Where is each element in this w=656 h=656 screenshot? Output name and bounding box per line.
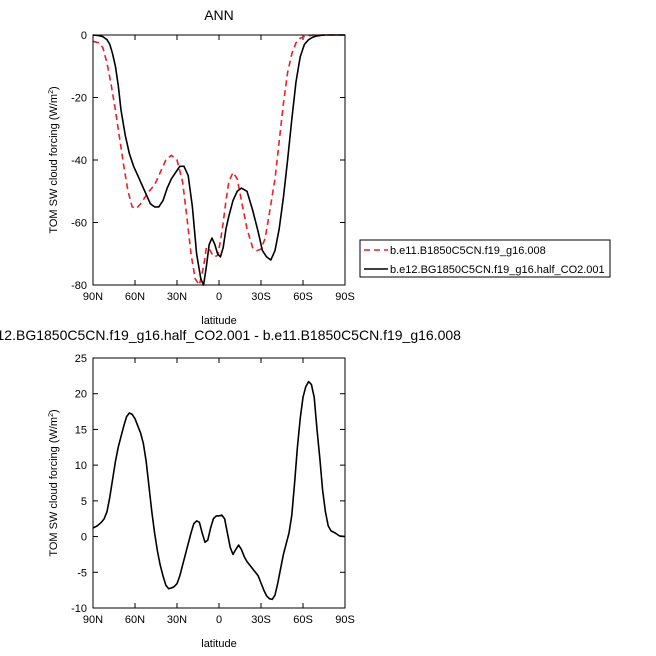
bottom-tick-marks	[92, 357, 346, 609]
top-y-tick-label: -40	[71, 155, 87, 167]
top-x-tick-label: 90S	[335, 291, 355, 303]
bottom-panel: b.e12.BG1850C5CN.f19_g16.half_CO2.001 - …	[0, 327, 461, 650]
top-y-axis-label: TOM SW cloud forcing (W/m2)	[48, 86, 60, 233]
bottom-x-tick-label: 30S	[251, 614, 271, 626]
bottom-x-tick-labels: 90N 60N 30N 0 30S 60S 90S	[83, 614, 355, 626]
top-series-lines	[92, 34, 345, 286]
top-x-axis-label: latitude	[201, 315, 236, 327]
legend-box	[359, 239, 611, 278]
bottom-x-tick-label: 60N	[125, 614, 145, 626]
bottom-x-tick-label: 30N	[167, 614, 187, 626]
bottom-y-tick-label: 0	[81, 532, 87, 544]
top-y-tick-label: 0	[81, 30, 87, 42]
bottom-y-tick-label: 10	[75, 460, 87, 472]
top-y-tick-label: -20	[71, 93, 87, 105]
bottom-x-tick-label: 90S	[335, 614, 355, 626]
top-series-line-1	[92, 34, 345, 286]
bottom-y-tick-label: -5	[77, 567, 87, 579]
bottom-x-tick-label: 90N	[83, 614, 103, 626]
top-x-tick-label: 60S	[293, 291, 313, 303]
bottom-y-axis-label-close: )	[48, 409, 60, 413]
top-plot-frame	[92, 34, 346, 286]
bottom-chart-title: b.e12.BG1850C5CN.f19_g16.half_CO2.001 - …	[0, 327, 461, 343]
bottom-y-tick-label: 20	[75, 389, 87, 401]
bottom-x-tick-label: 60S	[293, 614, 313, 626]
bottom-plot-frame	[92, 357, 346, 609]
bottom-y-axis-label-sup: 2	[48, 413, 55, 417]
legend-label-series-1: b.e11.B1850C5CN.f19_g16.008	[390, 245, 546, 257]
top-x-tick-label: 0	[216, 291, 222, 303]
bottom-y-tick-label: 25	[75, 353, 87, 365]
top-y-axis-label-close: )	[48, 86, 60, 90]
top-panel: ANN 90N 60N 30N 0 30S 60S 90S 0 -20 -40 -60 -80 la…	[48, 7, 611, 327]
bottom-y-tick-label: 15	[75, 424, 87, 436]
top-x-tick-labels: 90N 60N 30N 0 30S 60S 90S	[83, 291, 355, 303]
bottom-series-lines	[92, 380, 346, 601]
top-series-line-2	[92, 34, 345, 286]
top-y-tick-labels: 0 -20 -40 -60 -80	[71, 30, 87, 292]
top-y-tick-label: -80	[71, 280, 87, 292]
top-y-axis-label-sup: 2	[48, 90, 55, 94]
bottom-y-axis-label: TOM SW cloud forcing (W/m2)	[48, 409, 60, 556]
top-legend: b.e11.B1850C5CN.f19_g16.008 b.e12.BG1850…	[359, 239, 611, 278]
top-x-tick-label: 30N	[167, 291, 187, 303]
bottom-y-axis-label-main: TOM SW cloud forcing (W/m	[48, 417, 60, 557]
bottom-y-tick-labels: 25 20 15 10 5 0 -5 -10	[71, 353, 87, 615]
top-y-tick-label: -60	[71, 218, 87, 230]
bottom-x-axis-label: latitude	[201, 638, 236, 650]
top-x-tick-label: 60N	[125, 291, 145, 303]
top-x-tick-label: 30S	[251, 291, 271, 303]
top-x-tick-label: 90N	[83, 291, 103, 303]
legend-label-series-2: b.e12.BG1850C5CN.f19_g16.half_CO2.001	[390, 264, 605, 276]
bottom-y-tick-label: -10	[71, 603, 87, 615]
bottom-y-tick-label: 5	[81, 496, 87, 508]
bottom-series-line-1	[92, 380, 346, 601]
top-y-axis-label-main: TOM SW cloud forcing (W/m	[48, 94, 60, 234]
bottom-x-tick-label: 0	[216, 614, 222, 626]
top-chart-title: ANN	[204, 7, 234, 23]
